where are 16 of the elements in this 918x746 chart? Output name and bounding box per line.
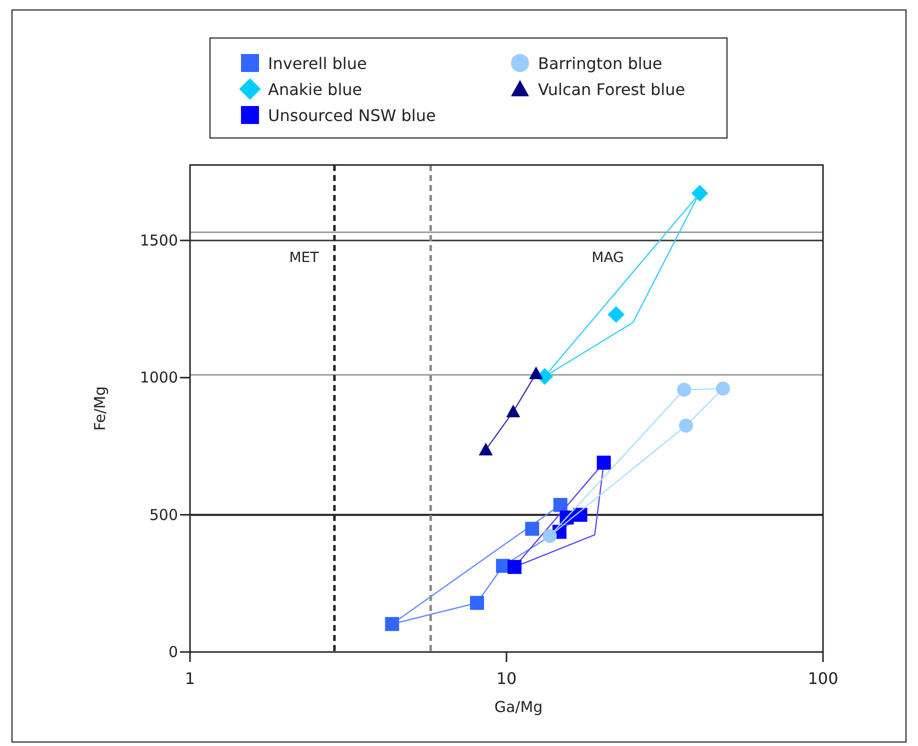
annotation: MAG <box>592 250 624 266</box>
x-axis-title: Ga/Mg <box>494 698 543 716</box>
x-tick-label: 1 <box>184 669 196 688</box>
x-tick-label: 10 <box>496 669 517 688</box>
legend-label: Inverell blue <box>268 54 367 73</box>
y-tick-label: 1500 <box>140 231 178 250</box>
y-tick-label: 1000 <box>140 368 178 387</box>
legend-label: Anakie blue <box>268 80 362 99</box>
legend-label: Unsourced NSW blue <box>268 106 436 125</box>
y-tick-label: 500 <box>149 506 178 524</box>
y-tick-label: 0 <box>168 643 178 661</box>
y-axis-title: Fe/Mg <box>91 386 109 431</box>
legend-label: Vulcan Forest blue <box>538 80 686 99</box>
annotation: MET <box>289 250 320 266</box>
legend-label: Barrington blue <box>538 54 662 73</box>
x-tick-label: 100 <box>808 669 838 688</box>
